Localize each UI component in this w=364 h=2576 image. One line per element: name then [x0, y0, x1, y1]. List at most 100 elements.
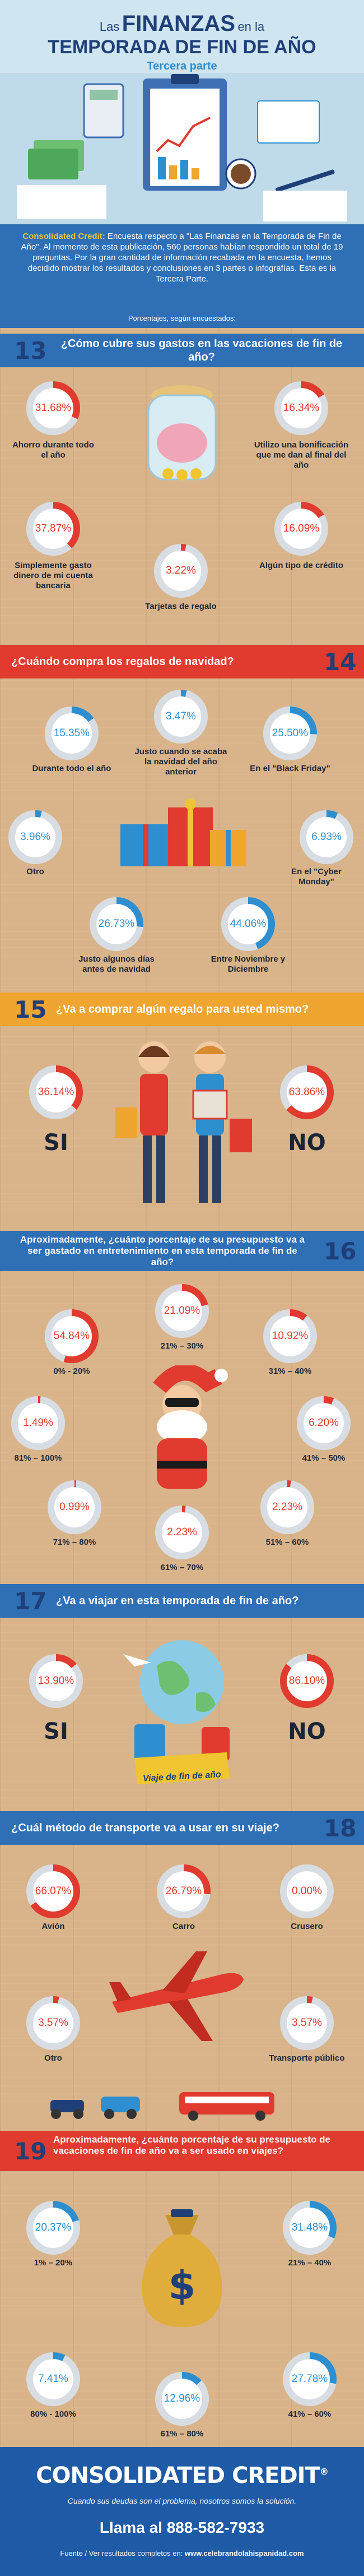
q15-ring: 63.86% — [280, 1065, 334, 1119]
q13-ring: 31.68% — [26, 381, 80, 435]
q13-pct: 3.22% — [161, 551, 201, 591]
q13-bar: 13 ¿Cómo cubre sus gastos en las vacacio… — [0, 334, 364, 367]
q16-label: 41% – 50% — [302, 1453, 346, 1463]
q18-question: ¿Cuál método de transporte va a usar en … — [11, 1822, 280, 1834]
q16-ring: 0.99% — [48, 1480, 101, 1534]
q13-pct: 37.87% — [33, 509, 73, 549]
q15-section: 15 ¿Va a comprar algún regalo para usted… — [0, 987, 364, 1225]
q14-ring: 44.06% — [221, 897, 275, 951]
q15-answer: NO — [288, 1130, 326, 1156]
q19-ring: 20.37% — [26, 2201, 80, 2255]
intro-paragraph: Consolidated Credit: Encuesta respecto a… — [17, 231, 347, 284]
q18-pct: 3.57% — [287, 2003, 327, 2043]
q16-ring: 54.84% — [45, 1309, 99, 1363]
source-label: Fuente / Ver resultados completos en: — [60, 2549, 185, 2557]
q15-pct: 63.86% — [287, 1072, 327, 1112]
title-main: FINANZAS — [122, 11, 235, 36]
q18-bar: ¿Cuál método de transporte va a usar en … — [0, 1811, 364, 1845]
q14-number: 14 — [324, 648, 357, 676]
q19-number: 19 — [14, 2138, 47, 2165]
q13-pct: 16.34% — [281, 388, 321, 428]
q16-ring: 21.09% — [155, 1284, 209, 1338]
q17-bar: 17 ¿Va a viajar en esta temporada de fin… — [0, 1584, 364, 1618]
brand-name: CONSOLIDATED CREDIT — [36, 2463, 320, 2489]
q16-ring: 10.92% — [263, 1309, 317, 1363]
q18-ring: 3.57% — [26, 1996, 80, 2050]
q13-number: 13 — [14, 337, 47, 364]
vehicles-illustration — [50, 2092, 274, 2121]
q18-pct: 3.57% — [33, 2003, 73, 2043]
q17-ring: 86.10% — [280, 1654, 334, 1708]
q13-label: Ahorro durante todo el año — [12, 440, 94, 460]
intro-text: Encuesta respecto a "Las Finanzas en la … — [21, 232, 343, 284]
q16-pct: 21.09% — [162, 1291, 202, 1331]
q14-pct: 44.06% — [228, 904, 268, 944]
q14-section: ¿Cuándo compra los regalos de navidad? 1… — [0, 639, 364, 987]
q18-ring: 0.00% — [280, 1864, 334, 1918]
q17-ring: 13.90% — [29, 1654, 83, 1708]
q16-pct: 2.23% — [162, 1512, 202, 1553]
title-line2: TEMPORADA DE FIN DE AÑO — [48, 36, 316, 58]
title-pre: Las — [99, 20, 120, 34]
q19-ring: 7.41% — [26, 2352, 80, 2406]
q18-ring: 3.57% — [280, 1996, 334, 2050]
q17-question: ¿Va a viajar en esta temporada de fin de… — [56, 1595, 299, 1607]
q16-section: Aproximadamente, ¿cuánto porcentaje de s… — [0, 1225, 364, 1578]
intro-lead: Consolidated Credit: — [22, 232, 105, 241]
q19-pct: 27.78% — [290, 2359, 330, 2399]
q14-pct: 6.93% — [306, 817, 347, 857]
q14-ring: 25.50% — [263, 707, 317, 760]
q16-label: 51% – 60% — [265, 1538, 309, 1547]
q15-ring: 36.14% — [29, 1065, 83, 1119]
q14-label: Justo algunos días antes de navidad — [78, 954, 155, 974]
svg-text:$: $ — [169, 2263, 196, 2309]
q15-question: ¿Va a comprar algún regalo para usted mi… — [56, 1003, 309, 1015]
q18-pct: 0.00% — [287, 1871, 327, 1912]
intro: Consolidated Credit: Encuesta respecto a… — [0, 224, 364, 328]
q14-label: Justo cuando se acaba la navidad del año… — [134, 747, 227, 777]
piggy-jar-illustration — [147, 385, 217, 481]
q18-pct: 26.79% — [164, 1871, 204, 1912]
title-mid: en la — [237, 20, 265, 34]
q19-label: 80% - 100% — [30, 2409, 76, 2419]
q13-pct: 31.68% — [33, 388, 73, 428]
q19-ring: 27.78% — [283, 2352, 337, 2406]
report-sheet — [17, 185, 106, 219]
q18-label: Otro — [44, 2053, 62, 2063]
q16-label: 21% – 30% — [160, 1341, 204, 1351]
intro-note: Porcentajes, según encuestados: — [128, 314, 236, 322]
source-link[interactable]: www.celebrandolahispanidad.com — [184, 2549, 304, 2557]
q17-pct: 13.90% — [36, 1661, 76, 1701]
q14-pct: 25.50% — [270, 713, 310, 754]
brand-logo: CONSOLIDATED CREDIT® — [22, 2463, 342, 2489]
q17-pct: 86.10% — [287, 1661, 327, 1701]
q16-bar: Aproximadamente, ¿cuánto porcentaje de s… — [0, 1231, 364, 1271]
q19-pct: 7.41% — [33, 2359, 73, 2399]
q17-number: 17 — [14, 1587, 47, 1615]
q16-pct: 54.84% — [52, 1316, 92, 1356]
q19-section: 19 Aproximadamente, ¿cuánto porcentaje d… — [0, 2125, 364, 2447]
header-title: Las FINANZAS en la TEMPORADA DE FIN DE A… — [0, 11, 364, 73]
q14-label: Entre Noviembre y Diciembre — [211, 954, 286, 974]
q15-number: 15 — [14, 996, 47, 1023]
santa-illustration — [153, 1365, 228, 1489]
q16-ring: 2.23% — [155, 1506, 209, 1559]
q13-label: Tarjetas de regalo — [145, 602, 217, 611]
q14-pct: 26.73% — [96, 904, 137, 944]
q14-label: En el "Black Friday" — [250, 764, 330, 773]
papers — [257, 100, 320, 144]
q19-label: 1% – 20% — [34, 2258, 73, 2268]
q17-answer: NO — [288, 1719, 326, 1744]
q16-label: 61% – 70% — [160, 1563, 204, 1572]
q18-label: Crusero — [291, 1922, 323, 1931]
q14-pct: 3.47% — [161, 696, 201, 737]
q18-label: Avión — [41, 1922, 65, 1931]
desk-illustration — [0, 73, 364, 224]
q16-label: 0% - 20% — [53, 1367, 90, 1376]
header: Las FINANZAS en la TEMPORADA DE FIN DE A… — [0, 0, 364, 224]
q14-ring: 3.47% — [154, 690, 208, 744]
q13-pct: 16.09% — [281, 509, 321, 549]
q18-label: Transporte público — [269, 2053, 345, 2063]
q18-section: ¿Cuál método de transporte va a usar en … — [0, 1806, 364, 2125]
